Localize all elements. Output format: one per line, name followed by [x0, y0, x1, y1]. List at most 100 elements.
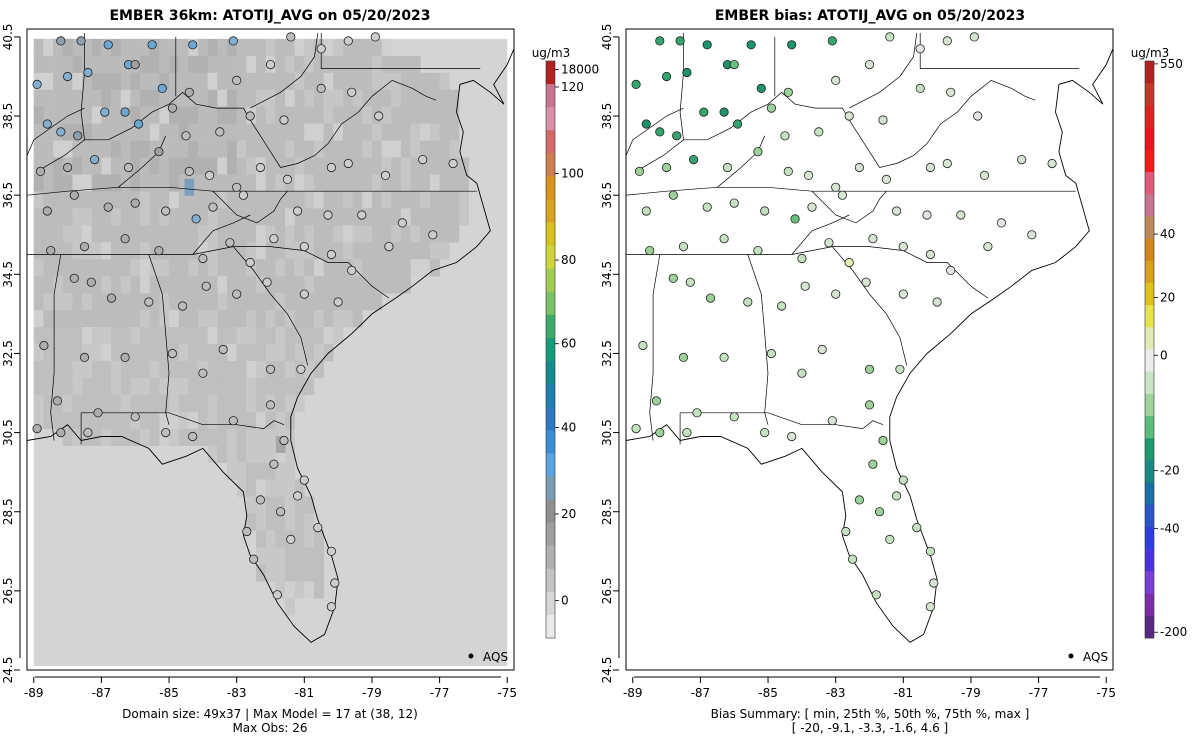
model-grid-cell	[62, 276, 73, 294]
model-grid-cell	[140, 106, 151, 124]
model-grid-cell	[284, 327, 295, 345]
model-grid-cell	[371, 89, 382, 107]
model-grid-cell	[284, 293, 295, 311]
station-marker	[313, 522, 323, 533]
station-marker	[42, 206, 52, 216]
model-grid-cell	[265, 327, 276, 345]
colorbar-swatch	[1145, 460, 1154, 484]
station-marker	[729, 59, 739, 70]
station-marker	[898, 289, 908, 299]
model-grid-cell	[333, 259, 344, 277]
model-grid-cell	[111, 242, 122, 260]
model-grid-cell	[294, 377, 305, 396]
model-grid-cell	[313, 174, 324, 192]
model-grid-cell	[362, 225, 373, 243]
x-axis: -89 -87 -85 -83 -81 -79 -77 -75	[623, 676, 1116, 700]
x-tick-label: -85	[758, 686, 778, 700]
model-grid-cell	[72, 191, 83, 209]
colorbar-tick-label: 60	[561, 337, 576, 351]
model-grid-cell	[178, 191, 189, 209]
station-marker	[178, 301, 188, 311]
model-grid-cell	[284, 276, 295, 294]
x-axis: -89 -87 -85 -83 -81 -79 -77 -75	[24, 676, 517, 700]
model-grid-cell	[149, 310, 160, 328]
model-grid-cell	[323, 174, 334, 192]
model-grid-cell	[246, 157, 257, 175]
station-marker	[106, 293, 117, 303]
station-marker	[868, 234, 878, 244]
station-marker	[651, 396, 662, 406]
model-grid-cell	[130, 293, 141, 311]
model-grid-cell	[342, 208, 353, 226]
model-grid-cell	[198, 343, 208, 362]
model-grid-cell	[130, 428, 141, 446]
station-marker	[898, 475, 908, 485]
station-marker	[956, 210, 966, 220]
model-grid-cell	[207, 343, 218, 362]
model-grid-cell	[236, 140, 247, 158]
y-tick-label: 24.5	[600, 657, 614, 684]
station-marker	[279, 435, 289, 446]
station-marker	[641, 206, 651, 216]
station-marker	[79, 242, 90, 252]
station-marker	[201, 281, 211, 291]
station-marker	[732, 119, 743, 129]
model-grid-cell	[313, 360, 324, 379]
model-grid-cell	[246, 191, 257, 209]
colorbar-tick-label: 20	[561, 507, 576, 521]
model-grid-cell	[111, 140, 122, 158]
legend-dot-aqs	[1068, 653, 1074, 659]
model-grid-cell	[333, 72, 344, 91]
model-grid-cell	[188, 411, 199, 430]
legend-label-aqs: AQS	[1083, 650, 1108, 664]
model-grid-cell	[362, 55, 373, 74]
station-marker	[323, 210, 333, 220]
model-grid-cell	[82, 360, 93, 379]
max-model-cell	[184, 178, 195, 196]
model-grid-cell	[371, 157, 382, 175]
station-marker	[120, 352, 130, 362]
model-grid-cell	[217, 89, 228, 107]
model-grid-cell	[323, 310, 334, 328]
model-grid-cell	[236, 276, 247, 294]
model-grid-cell	[265, 343, 276, 362]
model-grid-cell	[159, 140, 170, 158]
model-grid-cell	[256, 259, 266, 277]
model-grid-cell	[62, 89, 73, 107]
model-grid-cell	[246, 327, 257, 345]
model-grid-cell	[352, 89, 363, 107]
model-grid-cell	[304, 259, 315, 277]
model-grid-cell	[91, 89, 102, 107]
model-grid-cell	[391, 208, 402, 226]
model-grid-cell	[362, 208, 373, 226]
model-grid-cell	[53, 191, 64, 209]
model-grid-cell	[256, 564, 266, 582]
model-grid-cell	[169, 106, 180, 124]
model-grid-cell	[217, 411, 228, 430]
model-grid-cell	[111, 106, 122, 124]
model-grid-cell	[33, 191, 44, 209]
station-marker	[32, 423, 42, 434]
station-marker	[296, 364, 306, 374]
model-grid-cell	[313, 327, 324, 345]
model-grid-cell	[400, 208, 411, 226]
model-grid-cell	[53, 327, 64, 345]
station-marker	[878, 115, 888, 125]
colorbar-swatch	[546, 522, 555, 547]
station-marker	[1047, 158, 1057, 169]
station-marker	[719, 107, 729, 117]
model-grid-cell	[62, 360, 73, 379]
model-grid-cell	[62, 208, 73, 226]
model-grid-cell	[72, 72, 83, 91]
model-grid-cell	[439, 191, 450, 209]
model-grid-cell	[188, 72, 199, 91]
model-grid-cell	[72, 310, 83, 328]
y-axis: 24.5 26.5 28.5 30.5 32.5 34.5 36.5 38.5 40.5	[1, 24, 21, 683]
model-grid-cell	[130, 174, 141, 192]
model-grid-cell	[304, 72, 315, 91]
station-marker	[743, 297, 753, 307]
model-grid-cell	[43, 225, 54, 243]
model-grid-cell	[111, 174, 122, 192]
model-grid-cell	[62, 123, 73, 141]
model-grid-cell	[381, 242, 392, 260]
